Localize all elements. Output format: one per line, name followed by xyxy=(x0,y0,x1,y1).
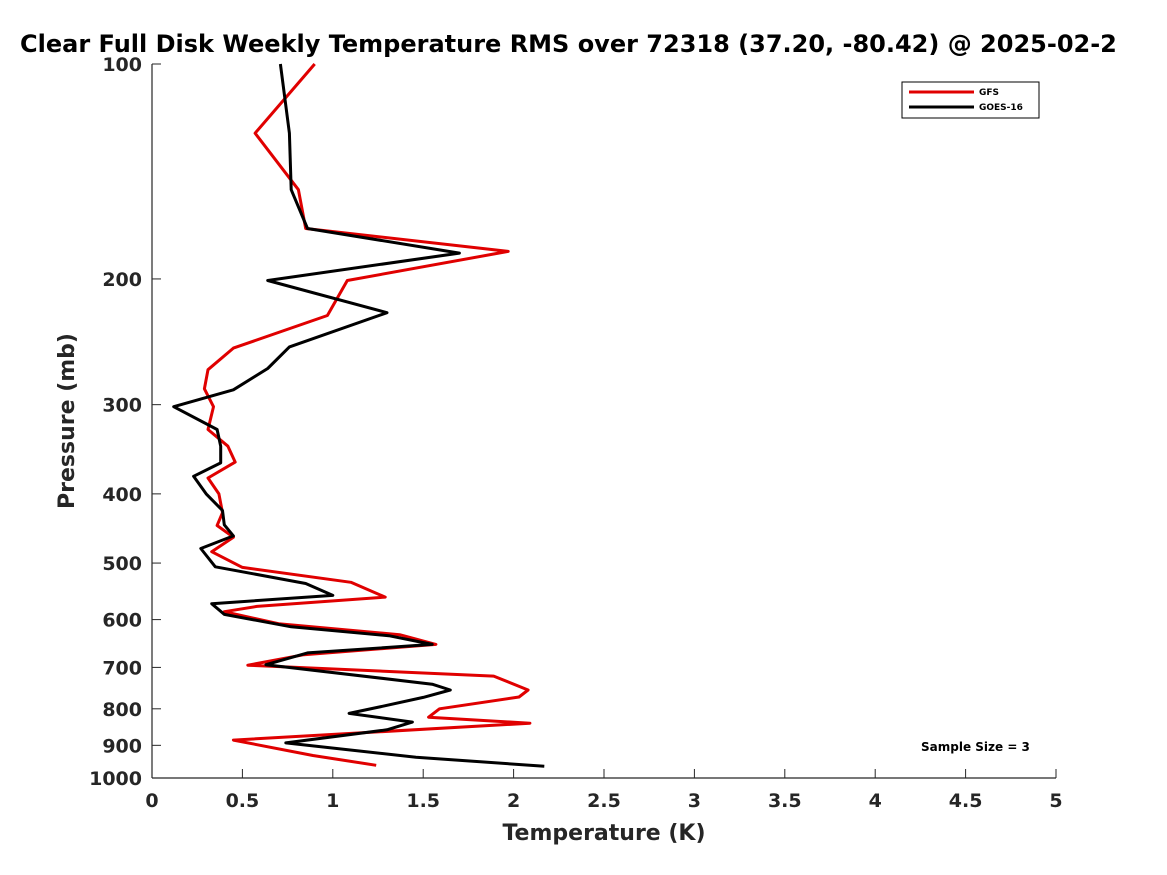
y-tick-label: 400 xyxy=(102,484,142,506)
series-lines xyxy=(172,63,545,768)
y-tick-label: 1000 xyxy=(89,768,142,790)
x-tick-label: 2.5 xyxy=(587,790,621,812)
x-tick-label: 1.5 xyxy=(406,790,440,812)
series-line-goes16 xyxy=(172,63,545,768)
sample-size-annotation: Sample Size = 3 xyxy=(921,740,1030,754)
x-tick-label: 5 xyxy=(1049,790,1062,812)
x-tick-label: 0.5 xyxy=(226,790,260,812)
x-tick-label: 0 xyxy=(145,790,158,812)
legend: GFS GOES-16 xyxy=(901,81,1040,119)
y-axis-ticks: 100 200 300 400 500 600 700 800 900 1000 xyxy=(89,54,161,790)
y-tick-label: 800 xyxy=(102,699,142,721)
y-tick-label: 300 xyxy=(102,395,142,417)
legend-label-gfs: GFS xyxy=(979,88,999,98)
x-tick-label: 1 xyxy=(326,790,339,812)
x-tick-label: 3 xyxy=(688,790,701,812)
chart-title: Clear Full Disk Weekly Temperature RMS o… xyxy=(20,30,1117,58)
y-tick-label: 900 xyxy=(102,735,142,757)
x-tick-label: 3.5 xyxy=(768,790,802,812)
x-axis-ticks: 0 0.5 1 1.5 2 2.5 3 3.5 4 4.5 5 xyxy=(145,769,1063,812)
y-tick-label: 100 xyxy=(102,54,142,76)
legend-box xyxy=(901,81,1040,119)
y-tick-label: 500 xyxy=(102,553,142,575)
x-tick-label: 4.5 xyxy=(949,790,983,812)
y-tick-label: 600 xyxy=(102,610,142,632)
legend-label-goes16: GOES-16 xyxy=(979,103,1023,113)
y-axis-label: Pressure (mb) xyxy=(55,333,80,509)
x-tick-label: 4 xyxy=(869,790,882,812)
series-line-gfs xyxy=(202,63,532,767)
x-axis-label: Temperature (K) xyxy=(502,821,705,846)
x-tick-label: 2 xyxy=(507,790,520,812)
y-tick-label: 200 xyxy=(102,269,142,291)
y-tick-label: 700 xyxy=(102,657,142,679)
